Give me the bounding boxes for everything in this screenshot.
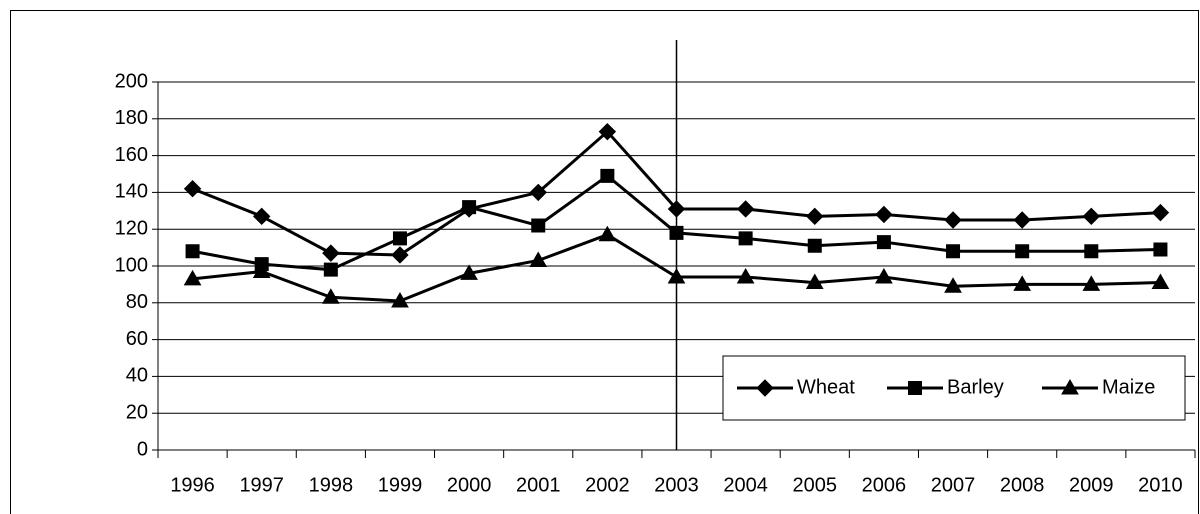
data-point bbox=[531, 218, 546, 233]
x-tick-label: 2001 bbox=[516, 474, 561, 496]
data-point bbox=[1082, 275, 1101, 291]
legend: Wheat Barley Maize bbox=[722, 355, 1186, 421]
data-point bbox=[944, 277, 962, 293]
data-point bbox=[1151, 203, 1170, 222]
data-point bbox=[460, 264, 478, 280]
data-point bbox=[944, 211, 962, 229]
data-point bbox=[185, 244, 200, 259]
data-point bbox=[529, 183, 547, 202]
data-point bbox=[806, 207, 824, 226]
legend-marker bbox=[756, 379, 774, 397]
data-point bbox=[1013, 211, 1031, 229]
x-tick-label: 2008 bbox=[1000, 474, 1045, 496]
data-point bbox=[736, 268, 755, 284]
data-point bbox=[738, 231, 753, 246]
y-tick-label: 40 bbox=[126, 365, 148, 387]
y-tick-label: 20 bbox=[126, 401, 148, 423]
y-tick-label: 60 bbox=[126, 328, 148, 350]
data-point bbox=[529, 251, 548, 267]
data-point bbox=[805, 273, 824, 290]
x-tick-label: 2000 bbox=[447, 474, 492, 496]
data-point bbox=[1015, 244, 1030, 259]
y-tick-label: 160 bbox=[115, 144, 148, 166]
data-point bbox=[321, 288, 340, 304]
legend-box bbox=[722, 355, 1186, 421]
x-tick-label: 1996 bbox=[170, 474, 215, 496]
data-point bbox=[183, 180, 202, 198]
x-tick-label: 2007 bbox=[931, 474, 976, 496]
data-point bbox=[1084, 244, 1099, 259]
data-point bbox=[323, 262, 338, 277]
legend-label: Maize bbox=[1102, 376, 1155, 398]
data-point bbox=[1153, 242, 1168, 257]
data-point bbox=[391, 246, 409, 264]
x-tick-label: 2010 bbox=[1138, 474, 1183, 496]
y-tick-label: 180 bbox=[115, 107, 148, 129]
data-point bbox=[876, 235, 891, 250]
y-tick-label: 80 bbox=[126, 291, 148, 313]
data-point bbox=[667, 268, 686, 284]
data-point bbox=[391, 291, 409, 308]
x-tick-label: 2002 bbox=[585, 474, 630, 496]
x-tick-label: 2009 bbox=[1069, 474, 1114, 496]
data-point bbox=[1013, 275, 1032, 291]
legend-label: Barley bbox=[947, 376, 1004, 398]
data-point bbox=[252, 262, 271, 279]
data-point bbox=[946, 244, 961, 259]
data-point bbox=[252, 207, 271, 226]
x-tick-label: 2006 bbox=[862, 474, 907, 496]
data-point bbox=[392, 231, 407, 246]
data-point bbox=[1082, 207, 1101, 226]
x-tick-label: 1999 bbox=[378, 474, 423, 496]
legend-marker bbox=[1061, 378, 1079, 395]
y-tick-label: 200 bbox=[115, 70, 148, 92]
data-point bbox=[667, 200, 686, 218]
x-tick-label: 1997 bbox=[239, 474, 284, 496]
data-point bbox=[462, 200, 477, 215]
data-point bbox=[875, 268, 893, 284]
data-point bbox=[183, 269, 202, 286]
data-point bbox=[322, 244, 340, 262]
legend-label: Wheat bbox=[797, 376, 855, 398]
x-tick-label: 2005 bbox=[793, 474, 838, 496]
data-point bbox=[600, 168, 615, 183]
y-tick-label: 100 bbox=[115, 254, 148, 276]
data-point bbox=[598, 225, 617, 242]
chart-frame bbox=[10, 10, 1199, 514]
data-point bbox=[598, 122, 617, 141]
data-point bbox=[807, 238, 822, 253]
x-tick-label: 2004 bbox=[723, 474, 768, 496]
x-tick-label: 1998 bbox=[309, 474, 354, 496]
y-tick-label: 120 bbox=[115, 217, 148, 239]
data-point bbox=[875, 205, 893, 224]
data-point bbox=[669, 225, 684, 240]
y-tick-label: 0 bbox=[137, 438, 148, 460]
data-point bbox=[1151, 273, 1170, 290]
x-tick-label: 2003 bbox=[654, 474, 699, 496]
data-point bbox=[736, 200, 755, 218]
y-tick-label: 140 bbox=[115, 181, 148, 203]
legend-marker bbox=[908, 381, 922, 395]
